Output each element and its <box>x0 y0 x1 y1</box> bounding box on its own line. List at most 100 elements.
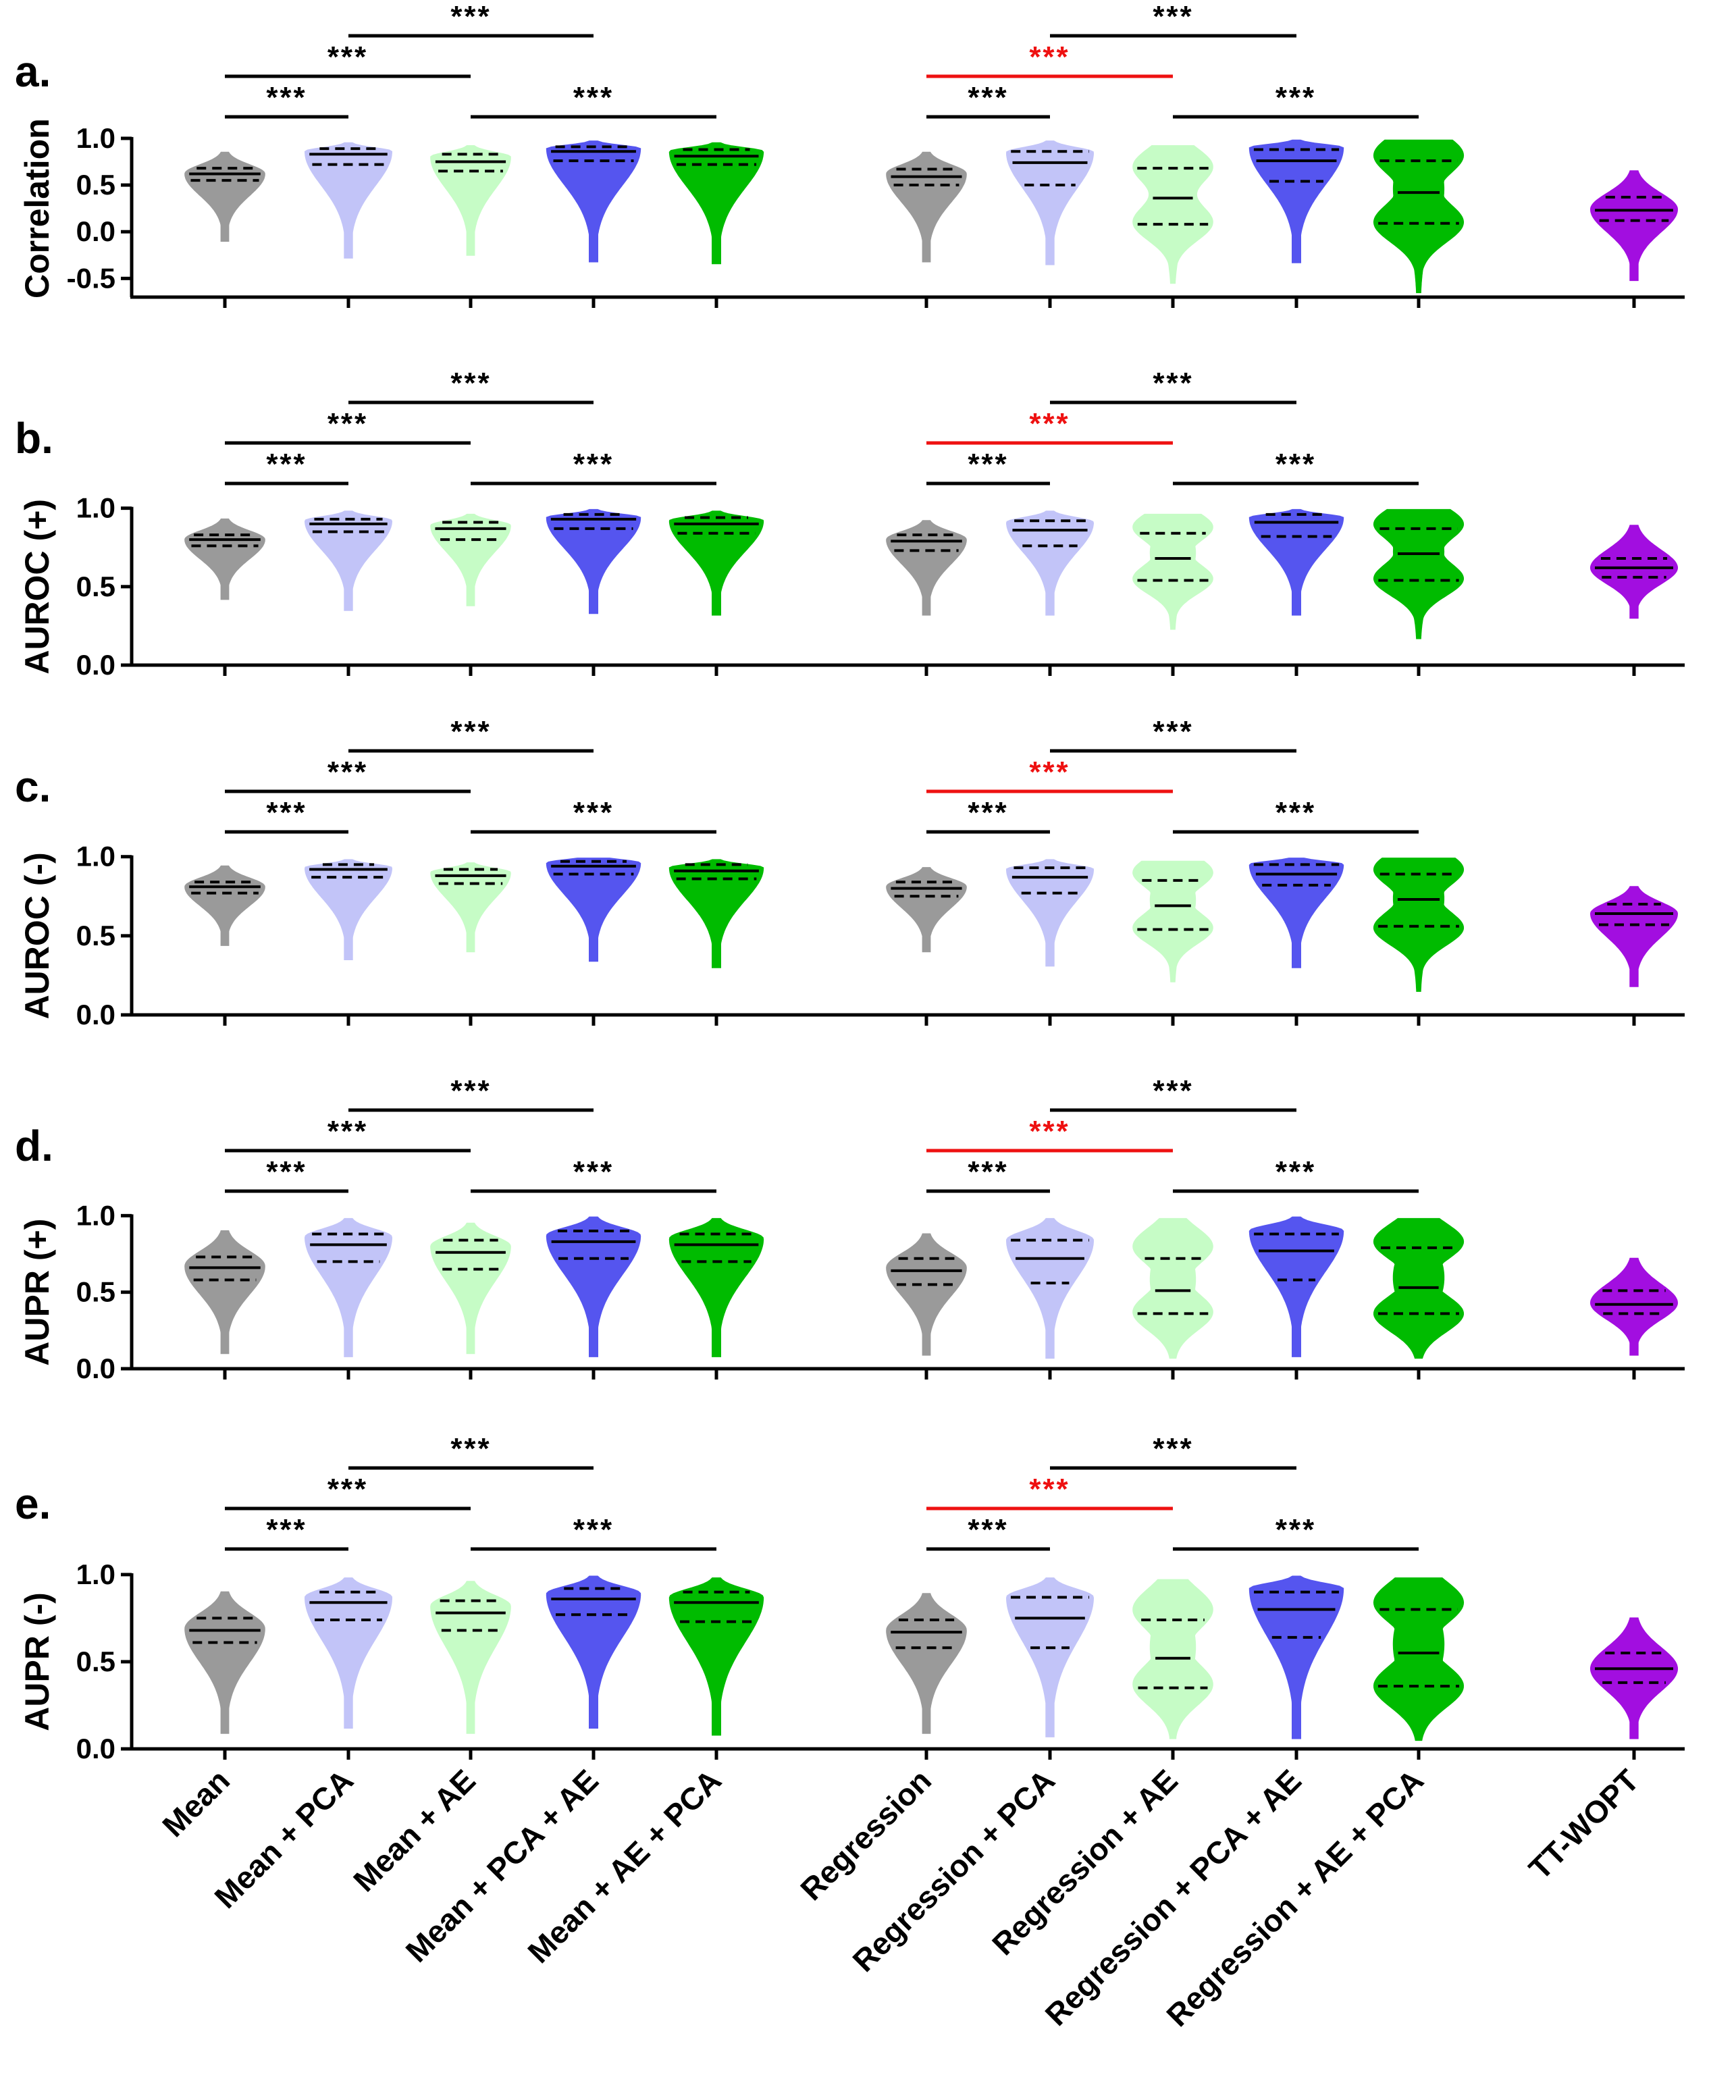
panel-letter: d. <box>15 1122 53 1170</box>
significance-label: *** <box>573 796 614 829</box>
x-category-label: TT-WOPT <box>1522 1762 1646 1886</box>
violin-mean-ae <box>430 1222 511 1355</box>
y-axis-label: AUPR (+) <box>18 1219 56 1366</box>
y-tick-label: 0.5 <box>76 169 115 201</box>
significance-label: *** <box>1153 0 1193 33</box>
violin-tt-wopt <box>1589 170 1679 282</box>
y-tick-label: 1.0 <box>76 841 115 872</box>
y-tick-label: 0.5 <box>76 1276 115 1308</box>
violin-mean-pca-ae <box>546 1216 641 1357</box>
violin-mean-ae <box>430 862 511 953</box>
x-category-label: Regression + PCA + AE <box>1038 1762 1309 2032</box>
significance-label: *** <box>450 367 491 400</box>
panel-letter: a. <box>15 47 51 96</box>
significance-label: *** <box>968 81 1008 114</box>
significance-label: *** <box>573 81 614 114</box>
violin-regression-ae <box>1132 1217 1213 1359</box>
violin-tt-wopt <box>1589 1257 1679 1356</box>
violin-regression-pca-ae <box>1248 1575 1344 1739</box>
violin-mean <box>184 1591 265 1734</box>
violin-regression-ae <box>1132 860 1213 982</box>
y-tick-label: 0.0 <box>76 215 115 247</box>
violin-mean-ae-pca <box>668 859 764 968</box>
violin-mean-pca <box>304 510 393 611</box>
significance-label: *** <box>266 1155 307 1188</box>
panel-letter: b. <box>15 414 53 463</box>
violin-mean-ae-pca <box>668 510 764 616</box>
y-tick-label: 1.0 <box>76 492 115 524</box>
violin-regression-pca <box>1005 1577 1095 1737</box>
significance-label: *** <box>266 81 307 114</box>
panel-d: d. AUPR (+) 1.0 0.5 0.0 *** *** *** *** *** *** ***… <box>15 1074 1685 1384</box>
y-axis-label: AUROC (+) <box>18 499 56 675</box>
significance-label: *** <box>266 1513 307 1546</box>
violin-regression <box>886 520 967 616</box>
x-category-label: Regression + PCA <box>845 1762 1061 1978</box>
significance-label: *** <box>573 1513 614 1546</box>
significance-label: *** <box>1029 1473 1070 1506</box>
y-tick-label: 0.0 <box>76 1733 115 1764</box>
significance-label: *** <box>1029 756 1070 789</box>
y-tick-label: 1.0 <box>76 122 115 154</box>
panel-letter: c. <box>15 762 51 811</box>
significance-label: *** <box>1275 1155 1316 1188</box>
significance-label: *** <box>968 796 1008 829</box>
violin-regression <box>886 1233 967 1356</box>
violin-tt-wopt <box>1590 525 1678 619</box>
x-category-label: Mean + AE <box>346 1762 482 1898</box>
violin-regression-pca <box>1005 140 1095 265</box>
significance-label: *** <box>1029 1115 1070 1148</box>
violin-mean-pca <box>304 859 393 960</box>
violin-regression <box>886 151 967 263</box>
panel-b: b. AUROC (+) 1.0 0.5 0.0 *** *** *** *** *** *** **… <box>15 367 1685 681</box>
panel-e: e. AUPR (-) 1.0 0.5 0.0 *** *** *** *** *** *** ***… <box>15 1432 1685 1764</box>
y-axis-label: AUPR (-) <box>18 1592 56 1731</box>
significance-label: *** <box>327 41 368 74</box>
violin-regression-ae <box>1132 513 1213 630</box>
panel-c: c. AUROC (-) 1.0 0.5 0.0 *** *** *** *** *** *** **… <box>15 715 1685 1030</box>
significance-label: *** <box>327 756 368 789</box>
y-axis-label: Correlation <box>18 118 56 298</box>
violin-mean-ae-pca <box>668 142 764 265</box>
violin-regression <box>886 1593 967 1734</box>
significance-label: *** <box>1153 1074 1193 1107</box>
significance-label: *** <box>573 1155 614 1188</box>
violin-regression-ae-pca <box>1373 508 1465 639</box>
significance-label: *** <box>968 1155 1008 1188</box>
y-tick-label: 1.0 <box>76 1558 115 1590</box>
significance-label: *** <box>968 1513 1008 1546</box>
violin-mean <box>184 865 265 946</box>
significance-label: *** <box>573 448 614 481</box>
violin-mean-ae <box>430 145 511 256</box>
violin-mean-pca-ae <box>546 508 641 614</box>
violin-regression-pca <box>1005 1217 1095 1359</box>
violin-regression-pca <box>1005 859 1095 967</box>
significance-label: *** <box>1275 448 1316 481</box>
violin-tt-wopt <box>1590 1617 1678 1739</box>
panel-a: a. Correlation 1.0 0.5 0.0 -0.5 *** *** *** *** **… <box>15 0 1685 308</box>
panel-letter: e. <box>15 1479 51 1528</box>
violin-mean-ae-pca <box>668 1217 764 1357</box>
y-axis-label: AUROC (-) <box>18 852 56 1019</box>
y-tick-label: 0.0 <box>76 999 115 1030</box>
violin-tt-wopt <box>1589 886 1679 987</box>
violin-regression-ae-pca <box>1373 1577 1465 1741</box>
y-tick-label: 0.0 <box>76 649 115 681</box>
violin-mean-ae <box>430 1581 511 1734</box>
violin-mean-pca <box>304 1577 393 1729</box>
violin-mean-ae <box>430 513 511 606</box>
violin-regression-pca-ae <box>1248 139 1344 263</box>
y-tick-label: 0.5 <box>76 1646 115 1677</box>
significance-label: *** <box>266 796 307 829</box>
violin-regression-pca-ae <box>1248 508 1344 616</box>
violin-regression-pca-ae <box>1248 858 1344 968</box>
significance-label: *** <box>1275 796 1316 829</box>
significance-label: *** <box>1275 81 1316 114</box>
violin-mean-pca <box>304 1217 393 1357</box>
violin-mean <box>184 151 265 242</box>
significance-label: *** <box>327 407 368 440</box>
significance-label: *** <box>1029 41 1070 74</box>
significance-label: *** <box>1153 715 1193 748</box>
x-category-label: Mean <box>155 1762 236 1843</box>
